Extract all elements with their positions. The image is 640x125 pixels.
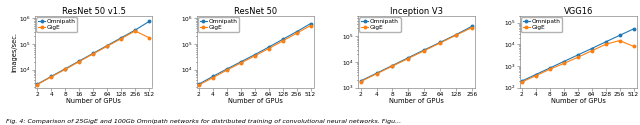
GigE (404, 58, 412, 59)
GigE (616, 40, 623, 41)
Omnipath (76, 60, 83, 62)
Title: ResNet 50: ResNet 50 (234, 7, 277, 16)
Omnipath (61, 68, 69, 70)
GigE (103, 46, 111, 47)
Line: GigE: GigE (520, 39, 635, 83)
Line: GigE: GigE (360, 26, 473, 83)
GigE (131, 30, 139, 32)
Omnipath (560, 61, 568, 62)
GigE (223, 69, 230, 71)
Title: Inception V3: Inception V3 (390, 7, 444, 16)
Line: Omnipath: Omnipath (36, 20, 150, 85)
GigE (560, 63, 568, 64)
Omnipath (307, 23, 314, 24)
Omnipath (616, 35, 623, 36)
GigE (532, 75, 540, 76)
GigE (436, 42, 444, 44)
Line: GigE: GigE (36, 30, 150, 86)
Omnipath (131, 29, 139, 31)
Line: GigE: GigE (198, 24, 312, 86)
GigE (388, 65, 396, 67)
GigE (292, 32, 300, 34)
Omnipath (518, 80, 525, 82)
X-axis label: Number of GPUs: Number of GPUs (551, 98, 605, 104)
GigE (117, 38, 125, 40)
GigE (33, 84, 41, 85)
Text: Fig. 4: Comparison of 25GigE and 100Gb Omnipath networks for distributed trainin: Fig. 4: Comparison of 25GigE and 100Gb O… (6, 119, 401, 124)
GigE (574, 57, 582, 58)
Omnipath (404, 57, 412, 58)
GigE (76, 61, 83, 62)
GigE (630, 46, 637, 47)
Omnipath (546, 67, 554, 69)
GigE (265, 48, 273, 49)
GigE (251, 55, 259, 57)
Omnipath (195, 83, 203, 85)
GigE (279, 40, 287, 42)
Line: Omnipath: Omnipath (360, 25, 473, 82)
Omnipath (292, 31, 300, 32)
X-axis label: Number of GPUs: Number of GPUs (228, 98, 283, 104)
GigE (372, 73, 380, 75)
GigE (195, 84, 203, 86)
Omnipath (117, 37, 125, 39)
Omnipath (630, 28, 637, 30)
Line: Omnipath: Omnipath (198, 22, 312, 85)
Omnipath (265, 46, 273, 48)
GigE (90, 53, 97, 55)
GigE (546, 68, 554, 70)
Omnipath (574, 54, 582, 56)
Omnipath (209, 76, 217, 77)
Omnipath (357, 80, 365, 82)
GigE (420, 50, 428, 51)
Omnipath (33, 83, 41, 85)
GigE (518, 81, 525, 83)
Omnipath (602, 41, 609, 43)
Y-axis label: Images/sec.: Images/sec. (12, 32, 18, 72)
GigE (209, 77, 217, 78)
X-axis label: Number of GPUs: Number of GPUs (67, 98, 121, 104)
Legend: Omnipath, GigE: Omnipath, GigE (198, 17, 239, 32)
Omnipath (237, 61, 244, 63)
Omnipath (468, 26, 476, 27)
Legend: Omnipath, GigE: Omnipath, GigE (36, 17, 77, 32)
Title: VGG16: VGG16 (564, 7, 593, 16)
Omnipath (223, 68, 230, 70)
Line: Omnipath: Omnipath (520, 28, 635, 82)
Legend: Omnipath, GigE: Omnipath, GigE (521, 17, 562, 32)
Omnipath (388, 65, 396, 66)
GigE (468, 27, 476, 28)
Omnipath (436, 42, 444, 43)
Omnipath (588, 48, 596, 49)
Omnipath (420, 49, 428, 51)
Omnipath (47, 76, 55, 77)
Omnipath (90, 52, 97, 54)
Omnipath (103, 45, 111, 46)
GigE (145, 37, 153, 38)
Legend: Omnipath, GigE: Omnipath, GigE (360, 17, 401, 32)
Omnipath (251, 54, 259, 56)
GigE (237, 62, 244, 64)
GigE (47, 76, 55, 78)
GigE (357, 81, 365, 82)
GigE (452, 35, 460, 36)
Title: ResNet 50 v1.5: ResNet 50 v1.5 (62, 7, 125, 16)
GigE (588, 50, 596, 52)
Omnipath (372, 72, 380, 74)
Omnipath (279, 39, 287, 40)
GigE (61, 69, 69, 70)
GigE (307, 25, 314, 26)
Omnipath (452, 34, 460, 35)
X-axis label: Number of GPUs: Number of GPUs (389, 98, 444, 104)
GigE (602, 44, 609, 45)
Omnipath (145, 21, 153, 22)
Omnipath (532, 74, 540, 75)
